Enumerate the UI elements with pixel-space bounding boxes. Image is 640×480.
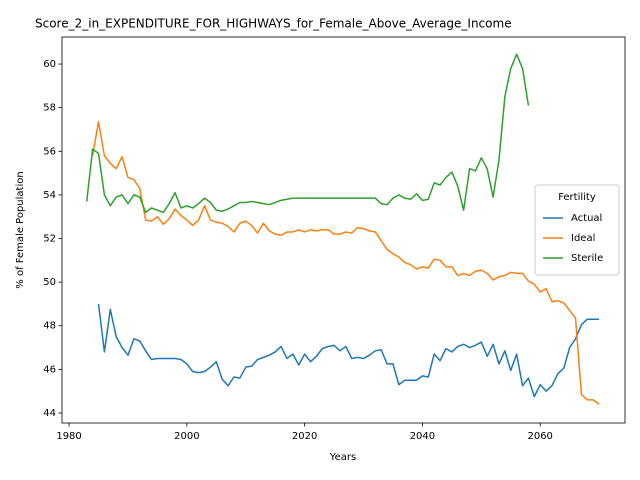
legend-label: Ideal bbox=[571, 233, 595, 244]
line-series bbox=[85, 53, 530, 214]
legend-label: Actual bbox=[571, 213, 602, 224]
legend-title: Fertility bbox=[558, 192, 596, 203]
y-tick-label: 52 bbox=[43, 234, 56, 245]
y-tick-label: 50 bbox=[43, 277, 56, 288]
y-tick-label: 54 bbox=[43, 190, 56, 201]
legend-box bbox=[534, 184, 620, 276]
y-tick-label: 56 bbox=[43, 146, 56, 157]
x-tick-label: 2020 bbox=[292, 431, 317, 442]
y-tick-label: 58 bbox=[43, 103, 56, 114]
line-series bbox=[91, 121, 600, 405]
x-axis-label: Years bbox=[329, 452, 356, 463]
x-tick-label: 2000 bbox=[174, 431, 199, 442]
chart-title: Score_2_in_EXPENDITURE_FOR_HIGHWAYS_for_… bbox=[35, 17, 512, 31]
y-tick-label: 48 bbox=[43, 321, 56, 332]
x-tick-label: 1980 bbox=[56, 431, 81, 442]
line-series bbox=[97, 303, 600, 398]
legend-label: Sterile bbox=[571, 253, 603, 264]
y-tick-label: 44 bbox=[43, 408, 56, 419]
y-axis-label: % of Female Population bbox=[15, 171, 26, 288]
y-tick-label: 46 bbox=[43, 364, 56, 375]
x-tick-label: 2060 bbox=[527, 431, 552, 442]
y-tick-label: 60 bbox=[43, 59, 56, 70]
x-tick-label: 2040 bbox=[410, 431, 435, 442]
